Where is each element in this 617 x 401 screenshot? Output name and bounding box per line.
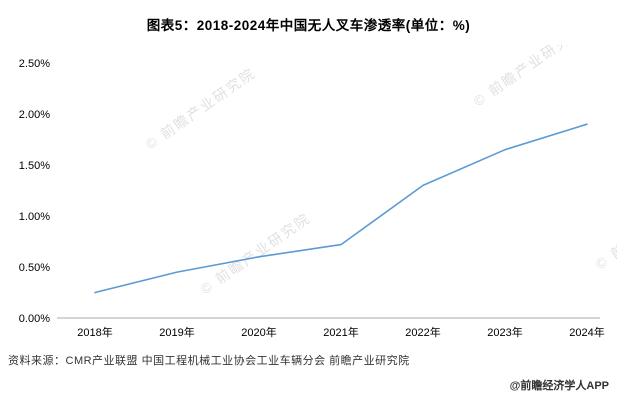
app-credit: @前瞻经济学人APP	[509, 380, 609, 392]
y-axis-tick-label: 0.00%	[19, 313, 50, 325]
y-axis-tick-label: 2.00%	[19, 109, 50, 121]
penetration-rate-line-series	[94, 123, 588, 294]
source-note: 资料来源：CMR产业联盟 中国工程机械工业协会工业车辆分会 前瞻产业研究院	[8, 355, 410, 367]
y-axis-tick-label: 1.00%	[19, 211, 50, 223]
x-axis-tick-label: 2022年	[405, 325, 440, 339]
watermark-text: © 前瞻产业研究院	[471, 45, 587, 109]
x-axis-tick-label: 2020年	[241, 325, 276, 339]
chart-title: 图表5：2018-2024年中国无人叉车渗透率(单位：%)	[146, 18, 471, 33]
watermark-text: © 前瞻产业研究院	[143, 65, 259, 153]
watermark-text: © 前瞻产业研究院	[198, 210, 314, 298]
x-axis-tick-label: 2024年	[569, 325, 604, 339]
x-axis-tick-label: 2021年	[323, 325, 358, 339]
x-axis-tick-label: 2023年	[487, 325, 522, 339]
x-axis-tick-label: 2018年	[77, 325, 112, 339]
y-axis-tick-label: 0.50%	[19, 262, 50, 274]
line-chart: © 前瞻产业研究院 © 前瞻产业研究院 © 前瞻产业研究院 © 前瞻产业研究院 0.00…	[19, 45, 617, 339]
watermark-text: © 前瞻产业研究院	[593, 185, 617, 273]
y-axis-tick-label: 1.50%	[19, 160, 50, 172]
x-axis-tick-label: 2019年	[159, 325, 194, 339]
y-axis-tick-label: 2.50%	[19, 58, 50, 70]
